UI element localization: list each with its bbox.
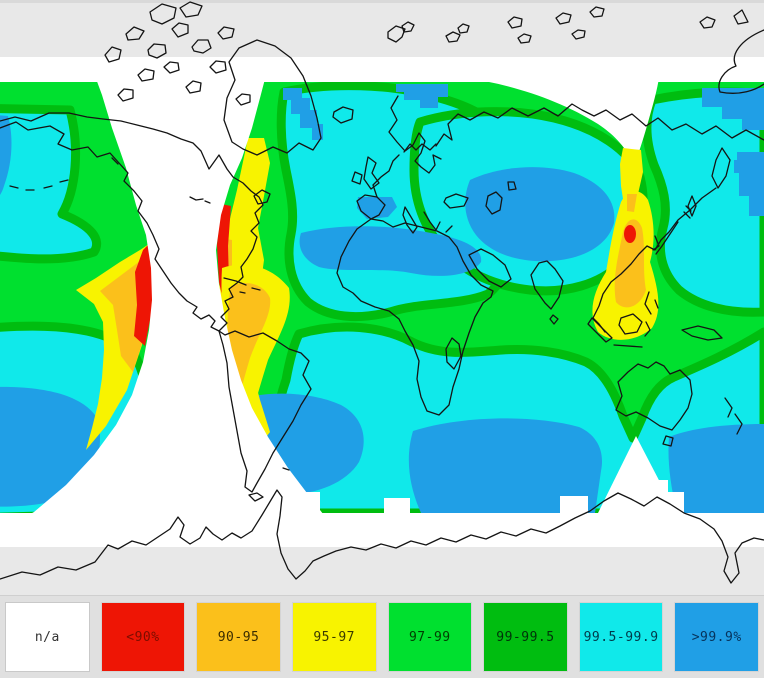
world-map-svg [0,0,764,595]
no-coverage-wedges [0,57,764,547]
legend-item-95-97: 95-97 [291,602,377,672]
wedge-siberia [466,57,659,166]
availability-world-map [0,0,764,595]
legend-item-97-99: 97-99 [387,602,473,672]
legend-item-n/a: n/a [5,602,90,672]
legend-item-90-95: 90-95 [196,602,281,672]
highest-availability-cores [0,84,764,513]
east-asia-patch [592,191,659,340]
legend-items: n/a <90% 90-95 95-97 97-99 99-99.5 99.5-99.9 >9… [5,602,759,672]
legend-item->99.9%: >99.9% [674,602,759,672]
legend-item-<90%: <90% [100,602,186,672]
legend-item-99.5-99.9: 99.5-99.9 [578,602,664,672]
legend: n/a <90% 90-95 95-97 97-99 99-99.5 99.5-99.9 >9… [0,595,764,678]
wedge-americas [0,57,345,547]
legend-item-99-99.5: 99-99.5 [483,602,568,672]
region-north-pacific [0,104,102,264]
siberia-tip-fringe [620,148,643,213]
coastlines [0,1,764,584]
